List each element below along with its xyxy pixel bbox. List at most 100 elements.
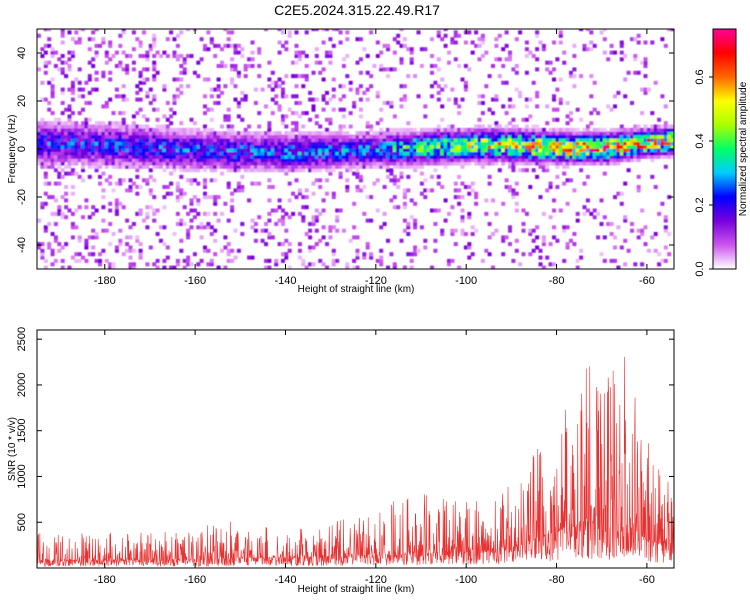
spectrogram-cell-1173 <box>199 154 204 159</box>
spectrogram-cell-215 <box>64 185 69 189</box>
spectrogram-cell-3685 <box>630 127 634 132</box>
spectrogram-cell-2582 <box>426 154 431 159</box>
spectrogram-cell-1940 <box>318 211 323 216</box>
spectrogram-cell-3353 <box>562 141 567 146</box>
spectrogram-cell-3513 <box>592 80 597 85</box>
spectrogram-cell-3492 <box>589 121 594 126</box>
spectrogram-cell-1073 <box>182 70 187 75</box>
spectrogram-cell-2813 <box>467 211 472 216</box>
spectrogram-cell-2068 <box>335 29 340 32</box>
spectrogram-cell-1150 <box>196 181 201 186</box>
spectrogram-cell-1191 <box>203 178 207 183</box>
spectrogram-cell-3237 <box>541 144 546 149</box>
spectrogram-cell-3042 <box>508 134 512 139</box>
spectrogram-cell-1280 <box>213 87 218 92</box>
spectrogram-cell-1908 <box>311 107 316 112</box>
spectrogram-cell-183 <box>60 174 65 179</box>
spectrogram-cell-907 <box>159 127 163 132</box>
spectrogram-cell-2906 <box>484 161 489 166</box>
spectrogram-cell-826 <box>148 168 153 173</box>
spectrogram-cell-871 <box>152 37 157 42</box>
spectrogram-cell-3675 <box>630 222 634 226</box>
spectrogram-cell-3800 <box>657 211 662 216</box>
spectrogram-cell-2223 <box>362 134 367 139</box>
spectrogram-cell-3124 <box>521 131 526 136</box>
spectrogram-cell-1910 <box>311 97 316 102</box>
spectrogram-cell-451 <box>94 70 99 75</box>
spectrogram-cell-1228 <box>206 131 211 136</box>
spectrogram-cell-324 <box>77 138 82 142</box>
spectrogram-cell-812 <box>145 124 150 129</box>
spectrogram-cell-460 <box>98 174 102 179</box>
spectrogram-cell-2345 <box>386 154 390 159</box>
spectrogram-cell-3483 <box>589 158 594 163</box>
spectrogram-cell-2980 <box>497 144 502 149</box>
spectrogram-cell-1184 <box>203 245 207 250</box>
spectrogram-cell-1316 <box>220 134 224 139</box>
spectrogram-cell-1830 <box>301 164 306 169</box>
spectrogram-cell-3377 <box>565 121 570 126</box>
spectrogram-cell-2377 <box>389 67 394 72</box>
spectrogram-cell-2520 <box>413 148 418 152</box>
spectrogram-cell-3267 <box>548 181 553 186</box>
spectrogram-cell-3274 <box>548 141 553 146</box>
spectrogram-cell-1682 <box>281 252 285 257</box>
spectrogram-cell-34 <box>40 131 45 136</box>
spectrogram-cell-1322 <box>220 47 224 52</box>
spectrogram-cell-269 <box>70 161 75 166</box>
spectrogram-cell-1398 <box>233 255 238 260</box>
spectrogram-cell-3692 <box>633 148 638 152</box>
spectrogram-cell-385 <box>87 164 92 169</box>
spectrogram-cell-574 <box>114 201 119 206</box>
spectrogram-cell-2778 <box>460 154 465 159</box>
spectrogram-cell-2373 <box>389 131 394 136</box>
spectrogram-cell-2877 <box>477 101 482 105</box>
spectrogram-cell-501 <box>104 258 109 263</box>
spectrogram-cell-2695 <box>447 151 451 156</box>
spectrogram-cell-3233 <box>541 158 546 163</box>
spectrogram-cell-1568 <box>260 138 265 142</box>
spectrogram-cell-1774 <box>294 178 299 183</box>
spectrogram-cell-321 <box>77 148 82 152</box>
spectrogram-cell-3231 <box>541 164 546 169</box>
spectrogram-cell-1782 <box>294 144 299 149</box>
spectrogram-cell-1934 <box>314 60 319 65</box>
spectrogram-cell-3773 <box>650 151 655 156</box>
spectrogram-cell-266 <box>70 185 75 189</box>
spectrogram-cell-809 <box>145 134 150 139</box>
spectrogram-cell-1515 <box>250 64 255 68</box>
spectrogram-cell-2089 <box>338 30 343 35</box>
spectrogram-cell-2882 <box>480 258 485 263</box>
spectrogram-cell-2303 <box>379 225 384 230</box>
spectrogram-cell-1137 <box>192 141 197 146</box>
spectrogram-cell-922 <box>162 148 167 152</box>
spectrogram-cell-231 <box>64 74 69 79</box>
spectrogram-cell-92 <box>47 107 52 112</box>
spectrogram-cell-1982 <box>325 242 329 247</box>
spectrogram-cell-3413 <box>572 67 577 72</box>
spectrogram-cell-708 <box>131 134 136 139</box>
spectrogram-cell-278 <box>70 131 75 136</box>
spectrogram-cell-2821 <box>467 144 472 149</box>
spectrogram-cell-2652 <box>440 232 445 236</box>
spectrogram-cell-3150 <box>528 228 533 233</box>
spectrogram-cell-3860 <box>670 154 674 159</box>
spectrogram-cell-2576 <box>423 114 428 119</box>
spectrogram-cell-328 <box>77 124 82 129</box>
spectrogram-cell-3081 <box>514 151 519 156</box>
spectrogram-cell-3799 <box>657 252 662 257</box>
spectrogram-cell-2360 <box>389 198 394 203</box>
spectrogram-cell-2779 <box>460 151 465 156</box>
spectrogram-cell-2820 <box>467 148 472 152</box>
spectrogram-cell-1148 <box>196 201 201 206</box>
spectrogram-cell-2697 <box>447 144 451 149</box>
spectrogram-cell-216 <box>64 171 69 176</box>
spectrogram-cell-1960 <box>321 225 326 230</box>
spectrogram-cell-3645 <box>623 218 628 223</box>
spectrogram-cell-3312 <box>555 148 560 152</box>
spectrogram-cell-2984 <box>497 131 502 136</box>
spectrogram-cell-2079 <box>338 141 343 146</box>
spectrogram-cell-1693 <box>281 151 285 156</box>
spectrogram-cell-403 <box>87 60 92 65</box>
spectrogram-cell-1554 <box>257 64 262 68</box>
